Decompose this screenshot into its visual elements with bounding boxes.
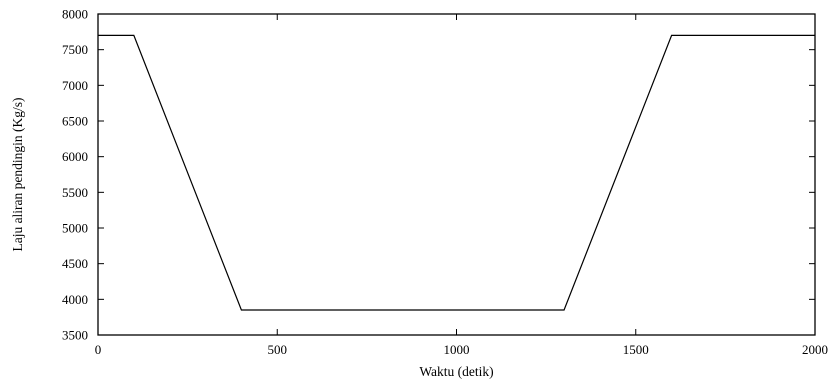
x-tick-label: 2000: [802, 342, 828, 357]
tick-labels: 0 500 1000 1500 2000 3500 4000 4500 5000 5500 6000…: [62, 7, 828, 358]
y-axis-label: Laju aliran pendingin (Kg/s): [10, 97, 25, 251]
plot-frame: [97, 13, 816, 336]
x-tick-label: 0: [95, 342, 102, 357]
y-tick-label: 5500: [62, 185, 88, 200]
x-tick-label: 1000: [444, 342, 470, 357]
tick-group: [97, 13, 816, 336]
y-tick-label: 7000: [62, 78, 88, 93]
y-tick-label: 4500: [62, 256, 88, 271]
x-axis-label: Waktu (detik): [419, 364, 493, 379]
y-tick-label: 8000: [62, 7, 88, 22]
y-tick-label: 4000: [62, 292, 88, 307]
x-tick-label: 500: [268, 342, 288, 357]
y-tick-label: 7500: [62, 42, 88, 57]
y-tick-label: 3500: [62, 328, 88, 343]
y-tick-label: 5000: [62, 221, 88, 236]
y-tick-label: 6000: [62, 149, 88, 164]
x-tick-label: 1500: [623, 342, 649, 357]
series-line: [98, 34, 815, 311]
y-tick-label: 6500: [62, 114, 88, 129]
